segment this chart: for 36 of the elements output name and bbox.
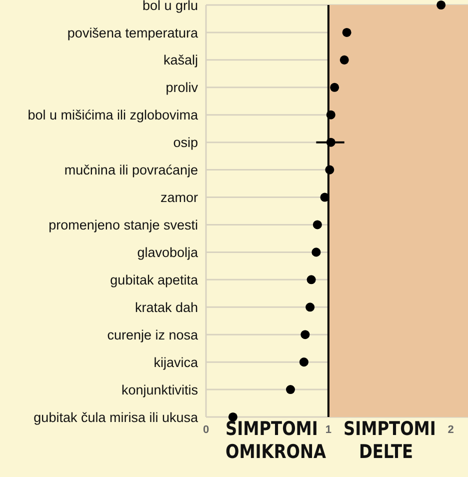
y-tick-label: gubitak apetita bbox=[110, 272, 198, 288]
text: SIMPTOMI OMIKRONA bbox=[226, 418, 326, 464]
x-tick-label: 2 bbox=[448, 424, 454, 436]
point bbox=[436, 0, 446, 10]
y-tick-label: osip bbox=[173, 135, 198, 150]
point bbox=[306, 275, 316, 284]
y-tick-label: povišena temperatura bbox=[67, 25, 198, 40]
y-tick-label: proliv bbox=[166, 80, 198, 96]
point bbox=[312, 220, 322, 230]
y-tick-label: mučnina ili povraćanje bbox=[64, 162, 198, 178]
point bbox=[300, 330, 310, 340]
y-tick-label: kašalj bbox=[163, 52, 198, 68]
point bbox=[326, 110, 336, 120]
y-tick-label: gubitak čula mirisa ili ukusa bbox=[34, 410, 198, 425]
y-tick-label: curenje iz nosa bbox=[107, 327, 198, 342]
x-tick-label: 0 bbox=[202, 424, 210, 436]
point bbox=[342, 28, 352, 37]
point bbox=[312, 248, 321, 257]
point bbox=[306, 302, 315, 312]
y-tick-label: kratak dah bbox=[134, 300, 198, 315]
y-tick-label: bol u grlu bbox=[142, 0, 198, 13]
point bbox=[299, 358, 308, 367]
point bbox=[320, 192, 330, 202]
y-tick-label: konjunktivitis bbox=[121, 382, 198, 398]
y-tick-label: promenjeno stanje svesti bbox=[48, 218, 198, 233]
y-tick-label: bol u mišićima ili zglobovima bbox=[28, 108, 198, 123]
point bbox=[326, 138, 336, 147]
point bbox=[340, 55, 349, 64]
y-tick-label: glavobolja bbox=[137, 244, 198, 260]
y-tick-label: zamor bbox=[160, 190, 198, 206]
point bbox=[325, 165, 334, 174]
y-tick-label: kijavica bbox=[154, 354, 198, 370]
x-tick-label: 1 bbox=[325, 424, 332, 436]
point bbox=[286, 385, 295, 394]
text: SIMPTOMI DELTE bbox=[344, 418, 436, 464]
point bbox=[330, 82, 340, 92]
